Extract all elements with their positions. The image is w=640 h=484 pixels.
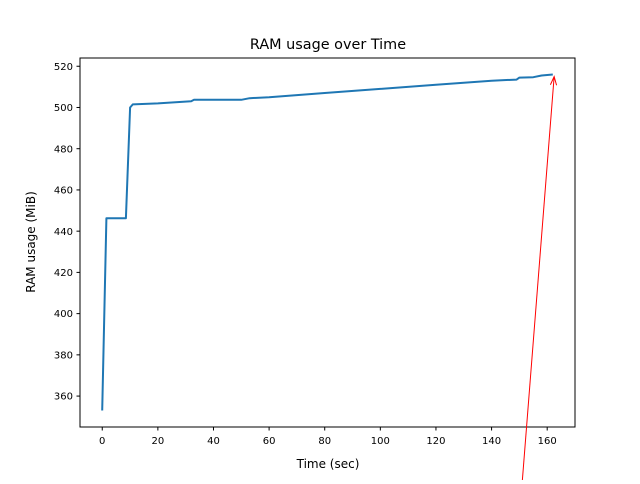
x-tick-label: 140 <box>482 436 501 447</box>
annotation-arrowhead <box>549 75 558 86</box>
x-tick-label: 40 <box>207 436 220 447</box>
y-tick-label: 360 <box>54 392 73 403</box>
y-tick-label: 440 <box>54 227 73 238</box>
y-tick-label: 380 <box>54 350 73 361</box>
y-tick-label: 420 <box>54 268 73 279</box>
x-tick-label: 120 <box>426 436 445 447</box>
y-axis-label: RAM usage (MiB) <box>24 191 38 293</box>
x-axis-label: Time (sec) <box>296 457 360 471</box>
chart-title: RAM usage over Time <box>250 37 406 53</box>
x-tick-label: 100 <box>371 436 390 447</box>
annotation-arrow <box>521 76 555 483</box>
y-tick-label: 500 <box>54 103 73 114</box>
y-tick-label: 520 <box>54 62 73 73</box>
y-tick-label: 460 <box>54 186 73 197</box>
x-tick-label: 20 <box>151 436 164 447</box>
y-tick-label: 480 <box>54 144 73 155</box>
x-tick-label: 60 <box>263 436 276 447</box>
x-tick-label: 0 <box>99 436 105 447</box>
y-tick-label: 400 <box>54 309 73 320</box>
axes-frame <box>79 57 576 428</box>
x-tick-label: 80 <box>318 436 331 447</box>
x-tick-label: 160 <box>538 436 557 447</box>
series-line <box>101 73 553 411</box>
